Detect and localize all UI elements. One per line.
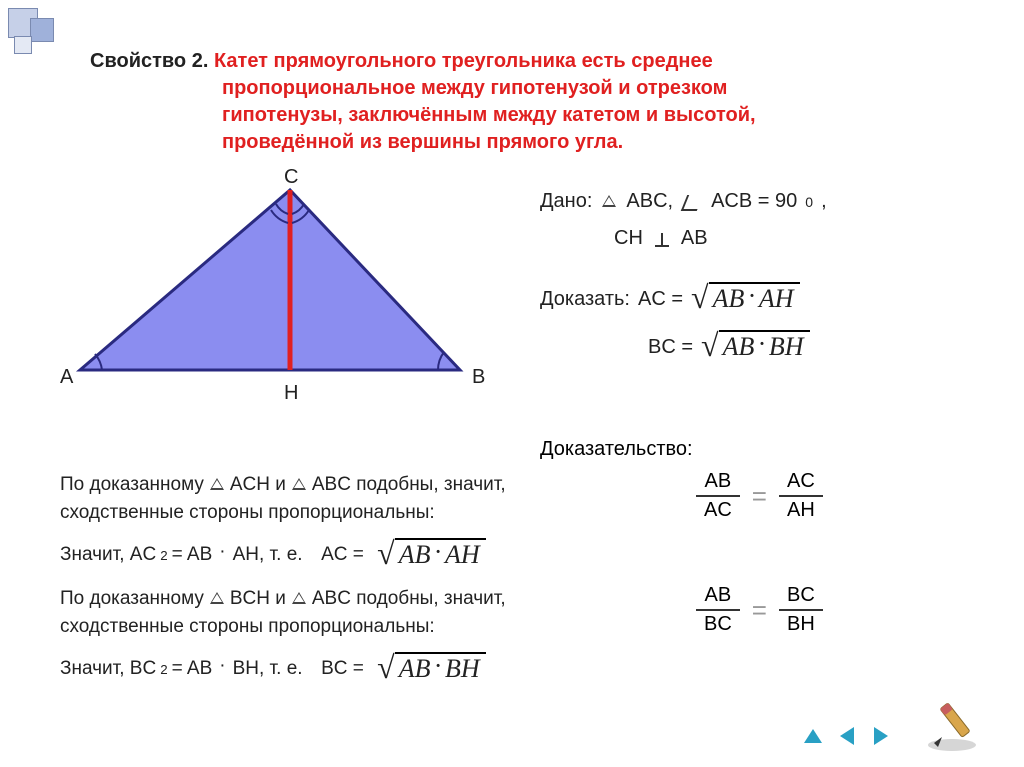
vertex-a: A (60, 366, 73, 389)
nav-next-button[interactable] (868, 725, 894, 747)
sqrt-ab-ah: √ AB·AH (691, 282, 800, 316)
nav-prev-button[interactable] (834, 725, 860, 747)
property-prefix: Свойство 2. (90, 50, 208, 72)
title-line3: гипотенузы, заключённым между катетом и … (90, 104, 756, 126)
given-prove-column: Дано: ABC, ACB = 900, CH AB Доказать: AC… (540, 190, 980, 378)
title-block: Свойство 2. Катет прямоугольного треугол… (90, 48, 970, 156)
proportion-2: ABBC = BCBH (690, 584, 829, 636)
proportion-1: ABAC = ACAH (690, 470, 829, 522)
vertex-b: B (472, 366, 485, 389)
sqrt-ab-bh: √ AB·BH (701, 330, 810, 364)
title-line4: проведённой из вершины прямого угла. (90, 131, 623, 153)
triangle-icon (210, 592, 224, 604)
triangle-icon (602, 195, 616, 207)
proof-result-1: Значит, AC2 = AB·AH, т. е. AC = √ AB·AH (60, 538, 980, 578)
pencil-icon (924, 695, 994, 755)
corner-decoration (8, 8, 68, 68)
vertex-c: C (284, 166, 298, 189)
given-label: Дано: (540, 190, 592, 213)
proof-para-1: По доказанному ACH и ABC подобны, значит… (60, 474, 980, 530)
triangle-icon (210, 478, 224, 490)
title-line2: пропорциональное между гипотенузой и отр… (90, 77, 727, 99)
vertex-h: H (284, 382, 298, 405)
proof-header: Доказательство: (540, 438, 693, 461)
title-line1: Катет прямоугольного треугольника есть с… (214, 50, 713, 72)
triangle-diagram: C A B H (60, 170, 520, 430)
perpendicular-icon (655, 233, 669, 247)
triangle-icon (292, 592, 306, 604)
nav-up-button[interactable] (800, 725, 826, 747)
proof-para-2: По доказанному BCH и ABC подобны, значит… (60, 588, 980, 644)
triangle-icon (292, 478, 306, 490)
prove-label: Доказать: (540, 288, 630, 311)
proof-result-2: Значит, BC2 = AB·BH, т. е. BC = √ AB·BH (60, 652, 980, 692)
nav-buttons (800, 725, 894, 747)
angle-icon (681, 195, 703, 211)
